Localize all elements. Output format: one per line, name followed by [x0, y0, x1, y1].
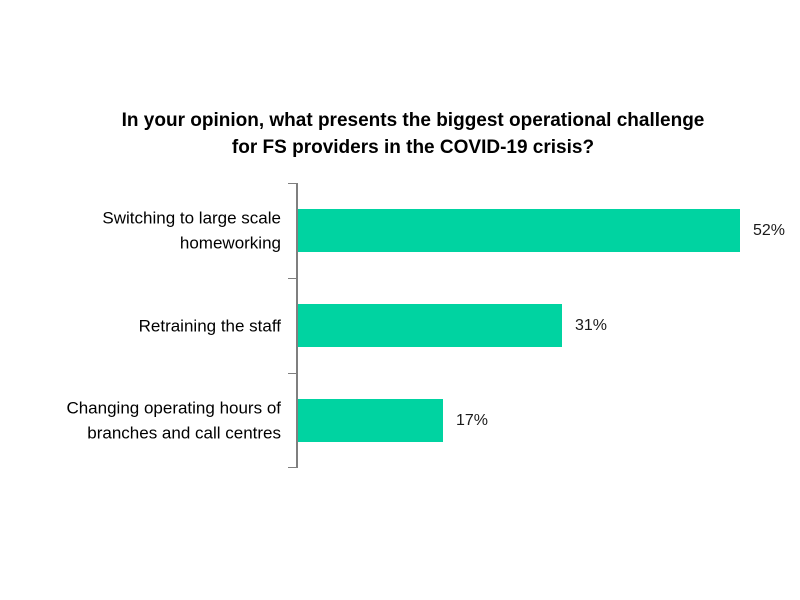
- plot-area: Switching to large scale homeworking 52%…: [0, 183, 800, 468]
- axis-tick: [288, 278, 297, 279]
- bar: [298, 304, 562, 347]
- value-label: 52%: [753, 221, 786, 239]
- axis-tick: [288, 373, 297, 374]
- category-label: Switching to large scale homeworking: [102, 208, 281, 253]
- bar-wrap: 52%: [298, 183, 785, 278]
- y-axis-line: [296, 183, 298, 468]
- axis-tick: [288, 183, 297, 184]
- category-label: Changing operating hours of branches and…: [66, 398, 281, 443]
- axis-tick: [288, 467, 297, 468]
- value-label: 17%: [456, 411, 489, 429]
- bar-wrap: 31%: [298, 278, 607, 373]
- bar: [298, 399, 443, 442]
- bar: [298, 209, 740, 252]
- bar-row: Switching to large scale homeworking 52%: [0, 183, 800, 278]
- bar-row: Retraining the staff 31%: [0, 278, 800, 373]
- value-label: 31%: [575, 316, 608, 334]
- category-label: Retraining the staff: [138, 315, 281, 335]
- bar-row: Changing operating hours of branches and…: [0, 373, 800, 468]
- bar-wrap: 17%: [298, 373, 488, 468]
- chart-title: In your opinion, what presents the bigge…: [121, 110, 705, 158]
